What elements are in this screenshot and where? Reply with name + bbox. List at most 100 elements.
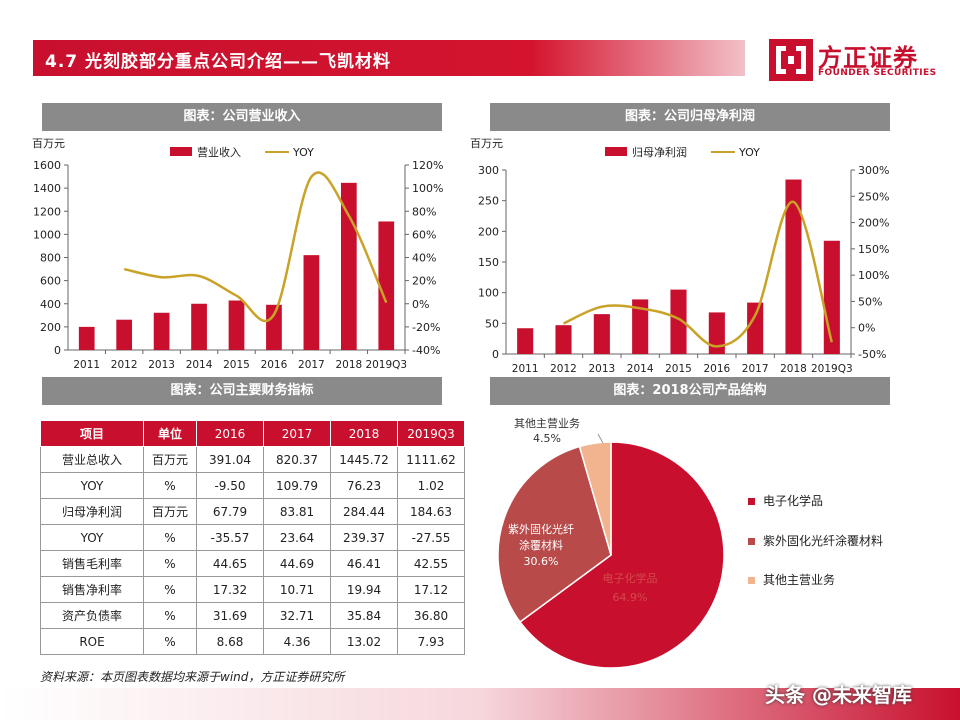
table-cell: 46.41 <box>330 550 398 577</box>
bar <box>303 255 320 350</box>
table-cell: 284.44 <box>330 498 398 525</box>
y-right-tick-label: 50% <box>858 295 882 308</box>
table-row: 归母净利润 百万元 67.79 83.81 284.44 184.63 <box>40 498 465 525</box>
table-row: YOY% -9.50 109.79 76.23 1.02 <box>40 472 465 499</box>
table-cell: 销售净利率 <box>40 576 144 603</box>
bar <box>593 314 610 354</box>
table-cell: % <box>143 576 197 603</box>
pie-label-value: 64.9% <box>613 591 648 604</box>
legend-label: 电子化学品 <box>763 494 824 508</box>
legend-bar-swatch <box>170 147 192 156</box>
y-right-tick-label: 250% <box>858 190 889 203</box>
bar <box>191 303 207 350</box>
y-right-tick-label: 20% <box>412 275 436 288</box>
y-left-tick-label: 1200 <box>33 205 61 218</box>
bar <box>153 312 170 350</box>
page-title: 4.7 光刻胶部分重点公司介绍——飞凯材料 <box>45 52 392 72</box>
product-structure-pie: 电子化学品 64.9% 紫外固化光纤涂覆材料 30.6% 其他主营业务 4.5% <box>497 416 725 669</box>
table-row: 资产负债率% 31.69 32.71 35.84 36.80 <box>40 602 465 629</box>
bottom-band <box>0 688 960 720</box>
table-cell: YOY <box>40 524 144 551</box>
table-cell: 销售毛利率 <box>40 550 144 577</box>
table-cell: 32.71 <box>263 602 331 629</box>
bar <box>708 312 725 354</box>
table-cell: 10.71 <box>263 576 331 603</box>
y-left-tick-label: 150 <box>478 256 499 269</box>
table-cell: 资产负债率 <box>40 602 144 629</box>
bar <box>78 326 95 350</box>
x-tick-label: 2019Q3 <box>811 363 853 375</box>
y-left-tick-label: 600 <box>40 275 61 288</box>
x-tick-label: 2018 <box>335 359 362 371</box>
x-tick-label: 2017 <box>742 363 769 375</box>
table-cell: 1445.72 <box>330 446 398 473</box>
x-tick-label: 2016 <box>703 363 730 375</box>
x-tick-label: 2017 <box>298 359 325 371</box>
logo-en-text: FOUNDER SECURITIES <box>818 68 937 78</box>
bar <box>555 325 572 354</box>
y-left-tick-label: 400 <box>40 298 61 311</box>
source-note: 资料来源：本页图表数据均来源于wind，方正证券研究所 <box>40 670 345 684</box>
x-tick-label: 2015 <box>665 363 692 375</box>
y-right-tick-label: 100% <box>412 182 443 195</box>
y-left-tick-label: 200 <box>478 225 499 238</box>
table-cell: 百万元 <box>143 446 197 473</box>
legend-swatch <box>748 577 755 584</box>
pie-label-name: 电子化学品 <box>603 571 658 585</box>
y-left-tick-label: 100 <box>478 287 499 300</box>
y-left-tick-label: 50 <box>485 317 499 330</box>
table-cell: 83.81 <box>263 498 331 525</box>
pie-legend-item: 电子化学品 <box>748 492 823 509</box>
legend-label: 紫外固化光纤涂覆材料 <box>763 534 884 548</box>
y-left-tick-label: 1000 <box>33 228 61 241</box>
y-axis-unit: 百万元 <box>32 137 65 150</box>
founder-logo-icon <box>769 39 813 81</box>
table-cell: 1111.62 <box>397 446 465 473</box>
revenue-panel-title: 图表：公司营业收入 <box>42 103 442 131</box>
table-cell: 1.02 <box>397 472 465 499</box>
pie-slice <box>518 441 725 669</box>
y-right-tick-label: 100% <box>858 269 889 282</box>
table-header-cell: 2018 <box>330 420 398 447</box>
founder-logo: 方正证券 FOUNDER SECURITIES <box>768 38 938 84</box>
table-header-cell: 2017 <box>263 420 331 447</box>
table-cell: 42.55 <box>397 550 465 577</box>
table-cell: 820.37 <box>263 446 331 473</box>
table-row: 营业总收入 百万元 391.04 820.37 1445.72 1111.62 <box>40 446 465 473</box>
logo-cn-text: 方正证券 <box>818 44 918 72</box>
table-header-cell: 项目 <box>40 420 144 447</box>
y-right-tick-label: -20% <box>412 321 440 334</box>
y-left-tick-label: 0 <box>492 348 499 361</box>
x-tick-label: 2015 <box>223 359 250 371</box>
legend-swatch <box>748 538 755 545</box>
legend-bar-label: 归母净利润 <box>632 145 687 159</box>
pie-legend-item: 其他主营业务 <box>748 571 835 588</box>
table-panel-title: 图表：公司主要财务指标 <box>42 377 442 405</box>
table-cell: 4.36 <box>263 628 331 655</box>
table-header-row: 项目 单位 2016 2017 2018 2019Q3 <box>40 420 465 447</box>
financial-table: 项目 单位 2016 2017 2018 2019Q3 营业总收入 百万元 391.… <box>40 420 465 655</box>
y-right-tick-label: -40% <box>412 344 440 357</box>
bar <box>823 240 840 354</box>
y-left-tick-label: 0 <box>54 344 61 357</box>
table-cell: -9.50 <box>196 472 264 499</box>
table-cell: 营业总收入 <box>40 446 144 473</box>
table-cell: 13.02 <box>330 628 398 655</box>
x-tick-label: 2011 <box>73 359 100 371</box>
legend-label: 其他主营业务 <box>763 573 836 587</box>
table-cell: 35.84 <box>330 602 398 629</box>
table-cell: 76.23 <box>330 472 398 499</box>
pie-panel-title: 图表：2018公司产品结构 <box>490 377 890 405</box>
x-tick-label: 2011 <box>512 363 539 375</box>
bar <box>632 299 649 354</box>
pie-slice <box>578 441 612 556</box>
x-tick-label: 2013 <box>148 359 175 371</box>
legend-bar-swatch <box>605 147 627 156</box>
yoy-line <box>123 171 388 323</box>
bar <box>670 289 687 354</box>
table-header-cell: 单位 <box>143 420 197 447</box>
y-right-tick-label: 80% <box>412 205 436 218</box>
y-left-tick-label: 1400 <box>33 182 61 195</box>
profit-panel-title: 图表：公司归母净利润 <box>490 103 890 131</box>
